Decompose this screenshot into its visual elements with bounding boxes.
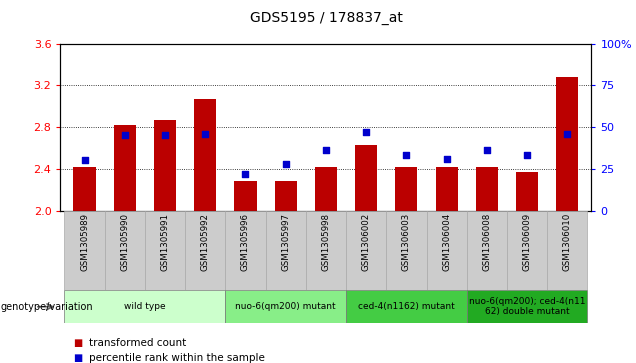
Text: GSM1306003: GSM1306003 xyxy=(402,213,411,271)
Text: transformed count: transformed count xyxy=(89,338,186,348)
Point xyxy=(562,131,572,136)
Text: GSM1306002: GSM1306002 xyxy=(362,213,371,271)
Text: ■: ■ xyxy=(73,338,83,348)
Bar xyxy=(64,290,225,323)
Point xyxy=(361,129,371,135)
Text: ■: ■ xyxy=(73,352,83,363)
Point xyxy=(160,132,170,138)
Text: GSM1306008: GSM1306008 xyxy=(482,213,492,271)
Bar xyxy=(396,167,417,211)
Text: GSM1305997: GSM1305997 xyxy=(281,213,290,271)
Bar xyxy=(105,211,145,290)
Bar xyxy=(346,211,386,290)
Bar xyxy=(114,125,136,211)
Bar xyxy=(476,167,498,211)
Text: GDS5195 / 178837_at: GDS5195 / 178837_at xyxy=(249,11,403,25)
Point xyxy=(280,161,291,167)
Text: GSM1305989: GSM1305989 xyxy=(80,213,89,271)
Bar xyxy=(427,211,467,290)
Text: GSM1305992: GSM1305992 xyxy=(201,213,210,271)
Point xyxy=(482,147,492,153)
Point xyxy=(120,132,130,138)
Bar xyxy=(547,211,588,290)
Text: GSM1306010: GSM1306010 xyxy=(563,213,572,271)
Bar xyxy=(194,99,216,211)
Bar xyxy=(74,167,95,211)
Bar xyxy=(225,290,346,323)
Point xyxy=(401,152,411,158)
Text: nuo-6(qm200); ced-4(n11
62) double mutant: nuo-6(qm200); ced-4(n11 62) double mutan… xyxy=(469,297,585,317)
Text: nuo-6(qm200) mutant: nuo-6(qm200) mutant xyxy=(235,302,336,311)
Bar xyxy=(467,290,588,323)
Bar xyxy=(315,167,337,211)
Text: GSM1305998: GSM1305998 xyxy=(321,213,331,271)
Point xyxy=(522,152,532,158)
Bar xyxy=(306,211,346,290)
Bar xyxy=(154,120,176,211)
Point xyxy=(240,171,251,177)
Text: GSM1305991: GSM1305991 xyxy=(160,213,170,271)
Bar xyxy=(235,182,256,211)
Bar xyxy=(346,290,467,323)
Bar xyxy=(556,77,578,211)
Text: GSM1305990: GSM1305990 xyxy=(120,213,129,271)
Bar xyxy=(64,211,105,290)
Bar xyxy=(225,211,266,290)
Bar xyxy=(145,211,185,290)
Text: GSM1306004: GSM1306004 xyxy=(442,213,451,271)
Point xyxy=(80,158,90,163)
Point xyxy=(321,147,331,153)
Text: wild type: wild type xyxy=(124,302,166,311)
Bar xyxy=(185,211,225,290)
Point xyxy=(441,156,452,162)
Bar xyxy=(467,211,507,290)
Point xyxy=(200,131,211,136)
Text: genotype/variation: genotype/variation xyxy=(1,302,93,312)
Text: GSM1306009: GSM1306009 xyxy=(523,213,532,271)
Text: ced-4(n1162) mutant: ced-4(n1162) mutant xyxy=(358,302,455,311)
Bar xyxy=(436,167,458,211)
Text: GSM1305996: GSM1305996 xyxy=(241,213,250,271)
Bar xyxy=(516,172,538,211)
Text: percentile rank within the sample: percentile rank within the sample xyxy=(89,352,265,363)
Bar xyxy=(386,211,427,290)
Bar xyxy=(275,182,297,211)
Bar xyxy=(355,145,377,211)
Bar xyxy=(507,211,547,290)
Bar xyxy=(266,211,306,290)
